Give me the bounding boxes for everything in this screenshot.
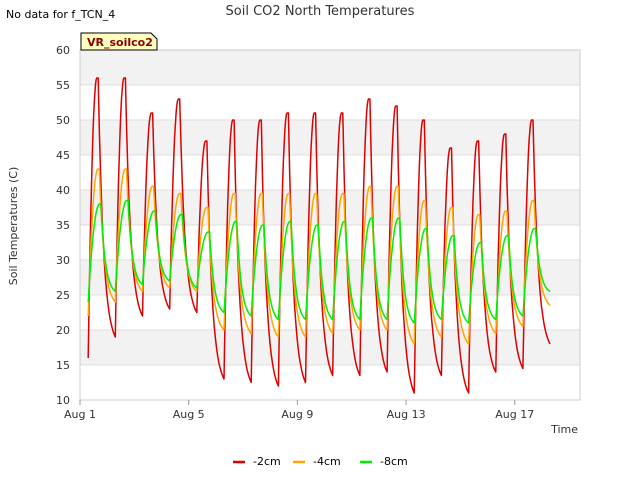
x-axis-ticks: Aug 1 Aug 5 Aug 9 Aug 13 Aug 17 bbox=[64, 400, 534, 421]
plot-band bbox=[80, 295, 580, 330]
plot-band bbox=[80, 365, 580, 400]
no-data-note: No data for f_TCN_4 bbox=[6, 8, 115, 21]
y-tick-label: 50 bbox=[56, 114, 70, 127]
plot-band bbox=[80, 120, 580, 155]
plot-band bbox=[80, 85, 580, 120]
badge-label: VR_soilco2 bbox=[87, 36, 153, 49]
legend-label: -4cm bbox=[313, 455, 341, 468]
plot-band bbox=[80, 50, 580, 85]
y-axis-ticks: 10 15 20 25 30 35 40 45 50 55 60 bbox=[56, 44, 70, 407]
legend-label: -2cm bbox=[253, 455, 281, 468]
series-line-4cmcm bbox=[87, 168, 551, 345]
series-layer bbox=[87, 77, 551, 394]
y-tick-label: 25 bbox=[56, 289, 70, 302]
y-tick-label: 60 bbox=[56, 44, 70, 57]
y-tick-label: 15 bbox=[56, 359, 70, 372]
y-tick-label: 10 bbox=[56, 394, 70, 407]
x-tick-label: Aug 9 bbox=[281, 408, 313, 421]
badge-box bbox=[80, 32, 158, 51]
x-tick-label: Aug 13 bbox=[387, 408, 426, 421]
y-tick-label: 45 bbox=[56, 149, 70, 162]
plot-band bbox=[80, 225, 580, 260]
y-tick-label: 30 bbox=[56, 254, 70, 267]
plot-band bbox=[80, 190, 580, 225]
plot-band bbox=[80, 330, 580, 365]
site-badge: VR_soilco2 bbox=[80, 32, 158, 51]
plot-band bbox=[80, 155, 580, 190]
series-line-2cmcm bbox=[87, 77, 551, 394]
plot-frame bbox=[79, 49, 581, 401]
plot-band bbox=[80, 260, 580, 295]
y-tick-label: 20 bbox=[56, 324, 70, 337]
y-tick-label: 55 bbox=[56, 79, 70, 92]
y-tick-label: 35 bbox=[56, 219, 70, 232]
x-tick-label: Aug 5 bbox=[173, 408, 205, 421]
chart-title: Soil CO2 North Temperatures bbox=[226, 4, 415, 19]
legend-label: -8cm bbox=[380, 455, 408, 468]
series-line-8cmcm bbox=[87, 199, 551, 324]
x-axis-label: Time bbox=[550, 423, 578, 436]
y-tick-label: 40 bbox=[56, 184, 70, 197]
x-tick-label: Aug 1 bbox=[64, 408, 96, 421]
legend: -2cm -4cm -8cm bbox=[233, 455, 408, 468]
x-tick-label: Aug 17 bbox=[495, 408, 534, 421]
y-axis-label: Soil Temperatures (C) bbox=[7, 167, 20, 286]
